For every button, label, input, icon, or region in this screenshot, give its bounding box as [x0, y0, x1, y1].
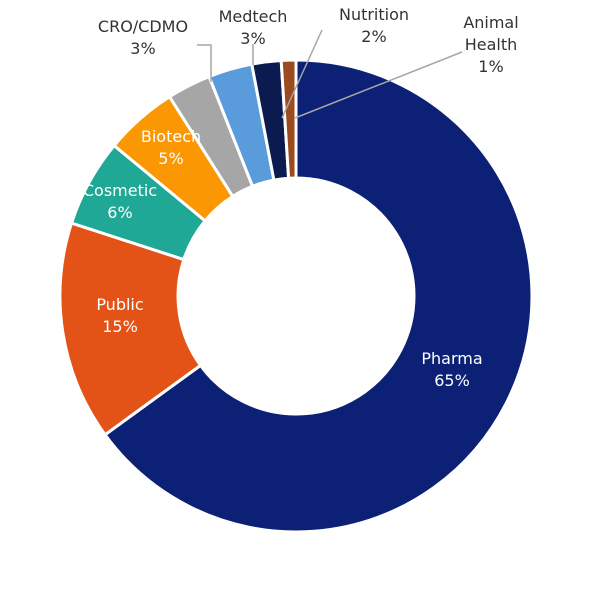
- public-label: Public 15%: [96, 295, 143, 336]
- nutrition-label: Nutrition 2%: [339, 5, 409, 46]
- cosmetic-label: Cosmetic 6%: [83, 181, 157, 222]
- animal-health-label: Animal Health 1%: [463, 13, 518, 76]
- leader-line-animal-health: [294, 51, 463, 119]
- data-labels: Pharma 65% Public 15% Cosmetic 6% Biotech 5% CRO…: [83, 5, 519, 390]
- slices: [58, 58, 534, 534]
- cro-cdmo-label: CRO/CDMO 3%: [98, 17, 188, 58]
- slice-pharma: [102, 58, 534, 534]
- slice-animal-health: [279, 58, 298, 180]
- pharma-label: Pharma 65%: [421, 349, 482, 390]
- medtech-label: Medtech 3%: [219, 7, 288, 48]
- leader-line-cro-cdmo: [197, 44, 212, 82]
- biotech-label: Biotech 5%: [141, 127, 201, 168]
- leader-line-nutrition: [281, 29, 323, 119]
- slice-public: [58, 221, 203, 437]
